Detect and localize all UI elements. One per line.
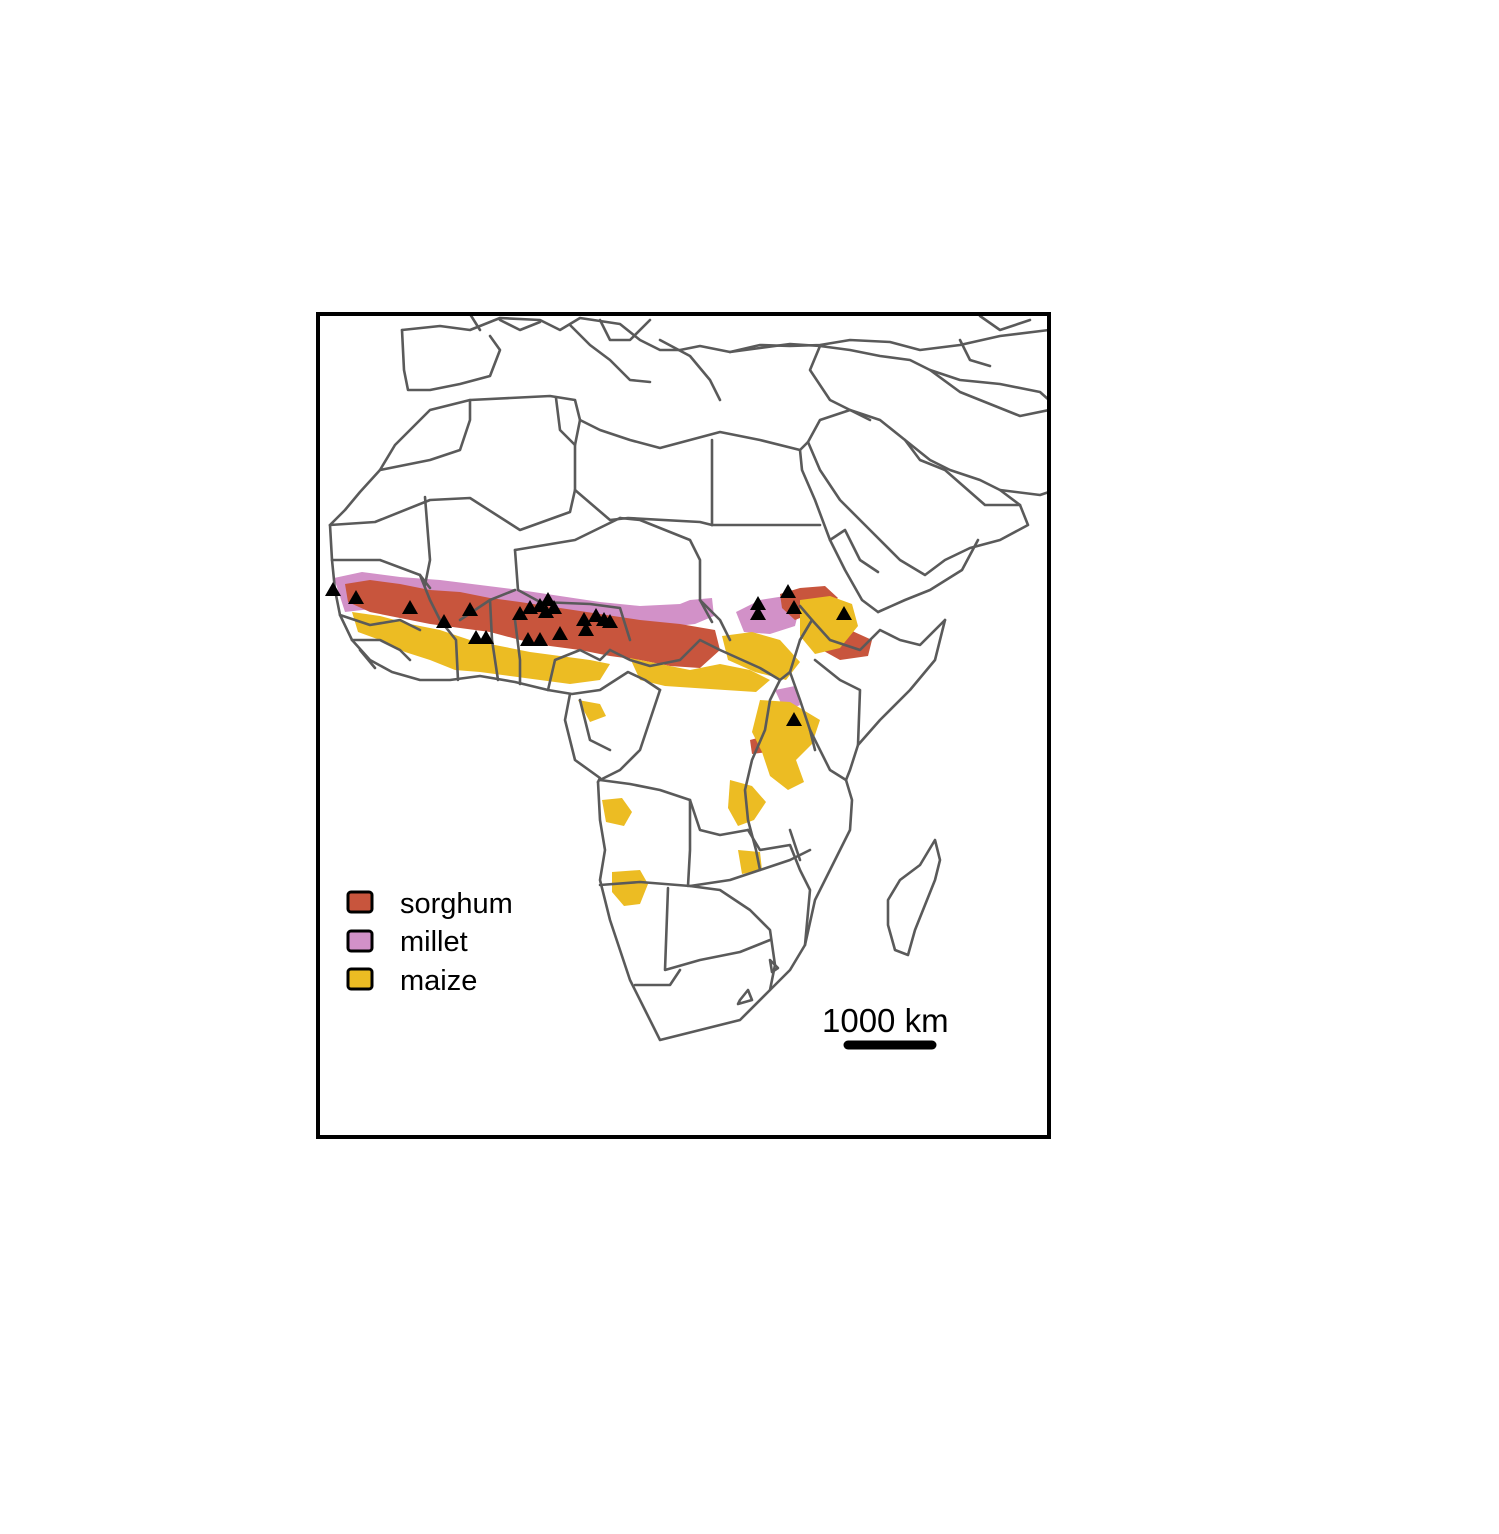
triangle-icon — [750, 596, 766, 610]
triangle-icon — [462, 602, 478, 616]
triangle-icon — [780, 584, 796, 598]
sampling-sites — [325, 582, 852, 726]
triangle-icon — [750, 606, 766, 620]
triangle-icon — [532, 632, 548, 646]
triangle-icon — [540, 592, 556, 606]
triangle-icon — [602, 614, 618, 628]
scale-bar-label: 1000 km — [822, 1002, 949, 1039]
triangle-icon — [552, 626, 568, 640]
triangle-icon — [402, 600, 418, 614]
triangle-icon — [436, 614, 452, 628]
maize-region — [578, 700, 606, 722]
maize-region — [612, 870, 648, 906]
sorghum-region — [345, 580, 720, 668]
triangle-icon — [348, 590, 364, 604]
legend-swatch-maize — [346, 967, 374, 991]
triangle-icon — [478, 630, 494, 644]
maize-region — [630, 658, 770, 692]
legend-label-sorghum: sorghum — [400, 888, 513, 920]
triangle-icon — [512, 606, 528, 620]
maize-region — [752, 700, 820, 790]
maize-region — [352, 612, 610, 684]
legend-label-maize: maize — [400, 965, 477, 997]
triangle-icon — [588, 608, 604, 622]
triangle-icon — [520, 632, 536, 646]
triangle-icon — [325, 582, 341, 596]
legend-label-millet: millet — [400, 926, 468, 958]
map-border — [316, 312, 1051, 1139]
scale-bar: 1000 km — [822, 1002, 949, 1050]
country-borders — [328, 314, 1049, 1042]
legend: sorghum millet maize — [346, 888, 513, 997]
triangle-icon — [836, 606, 852, 620]
maize-region — [722, 632, 800, 680]
legend-swatch-millet — [346, 929, 374, 953]
legend-swatch-sorghum — [346, 890, 374, 914]
triangle-icon — [576, 612, 592, 626]
triangle-icon — [538, 604, 554, 618]
crop-regions — [334, 572, 872, 906]
maize-region — [602, 798, 632, 826]
triangle-icon — [546, 600, 562, 614]
triangle-icon — [578, 622, 594, 636]
triangle-icon — [786, 600, 802, 614]
triangle-icon — [786, 712, 802, 726]
